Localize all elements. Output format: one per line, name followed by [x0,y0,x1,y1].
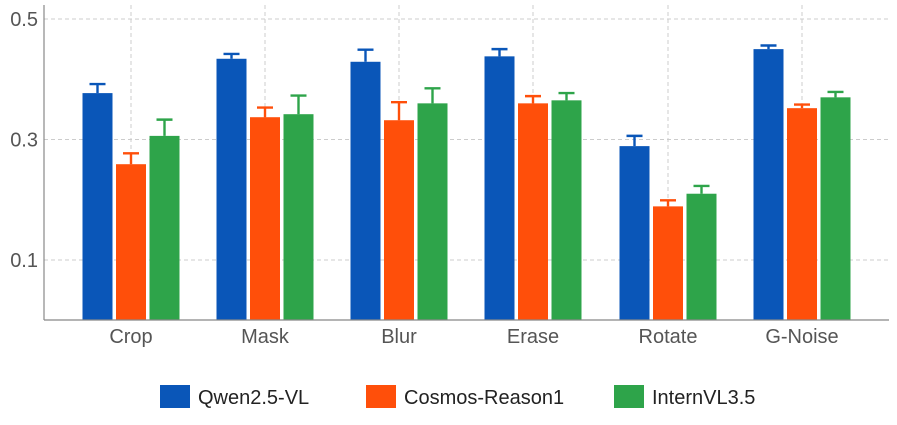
y-axis-ticks: 0.1 0.3 0.5 [10,9,38,272]
bar-cosmos-reason1-g-noise [787,108,817,320]
error-bar [827,90,844,98]
bar-internvl3-5-g-noise [820,97,851,320]
error-bar [391,100,407,121]
error-bar [760,44,777,50]
bar-cosmos-reason1-blur [384,120,414,320]
bar-qwen2-5-vl-crop [82,93,113,320]
x-tick-label: Rotate [639,326,698,348]
x-tick-label: G-Noise [765,326,838,348]
bar-qwen2-5-vl-erase [484,56,515,320]
bar-cosmos-reason1-mask [250,117,280,321]
error-bar [491,47,508,57]
bar-internvl3-5-erase [551,100,582,321]
x-tick-label: Crop [109,326,152,348]
legend-swatch [366,385,396,408]
legend: Qwen2.5-VL Cosmos-Reason1 InternVL3.5 [160,385,755,409]
bar-qwen2-5-vl-blur [350,61,381,321]
bar-cosmos-reason1-crop [116,164,146,320]
legend-swatch [160,385,190,408]
error-bar [693,184,710,194]
bar-internvl3-5-mask [283,114,314,320]
legend-swatch [614,385,644,408]
error-bar [290,94,307,115]
bar-qwen2-5-vl-rotate [619,146,650,320]
error-bar [156,118,173,136]
x-tick-label: Mask [241,326,290,348]
bar-internvl3-5-crop [149,135,180,320]
error-bar [357,48,374,62]
error-bar [89,82,106,94]
y-tick-label: 0.1 [10,250,38,272]
error-bar [660,199,676,207]
error-bar [257,106,273,118]
error-bar [558,91,575,101]
x-tick-label: Blur [381,326,417,348]
error-bar [424,87,441,104]
bar-internvl3-5-rotate [686,193,717,320]
bar-cosmos-reason1-rotate [653,206,683,320]
error-bar [223,52,240,59]
error-bar [626,134,643,147]
bar-qwen2-5-vl-mask [216,58,247,320]
error-bar [794,103,810,109]
bars [82,49,851,321]
error-bars [89,44,844,207]
y-tick-label: 0.5 [10,9,38,31]
legend-label: Qwen2.5-VL [198,387,309,409]
bar-internvl3-5-blur [417,103,448,320]
legend-label: Cosmos-Reason1 [404,387,564,409]
legend-label: InternVL3.5 [652,387,755,409]
error-bar [525,94,541,104]
y-tick-label: 0.3 [10,130,38,152]
error-bar [123,152,139,165]
bar-qwen2-5-vl-g-noise [753,49,784,320]
x-tick-label: Erase [507,326,559,348]
bar-cosmos-reason1-erase [518,103,548,320]
x-axis-ticks: Crop Mask Blur Erase Rotate G-Noise [109,326,838,348]
